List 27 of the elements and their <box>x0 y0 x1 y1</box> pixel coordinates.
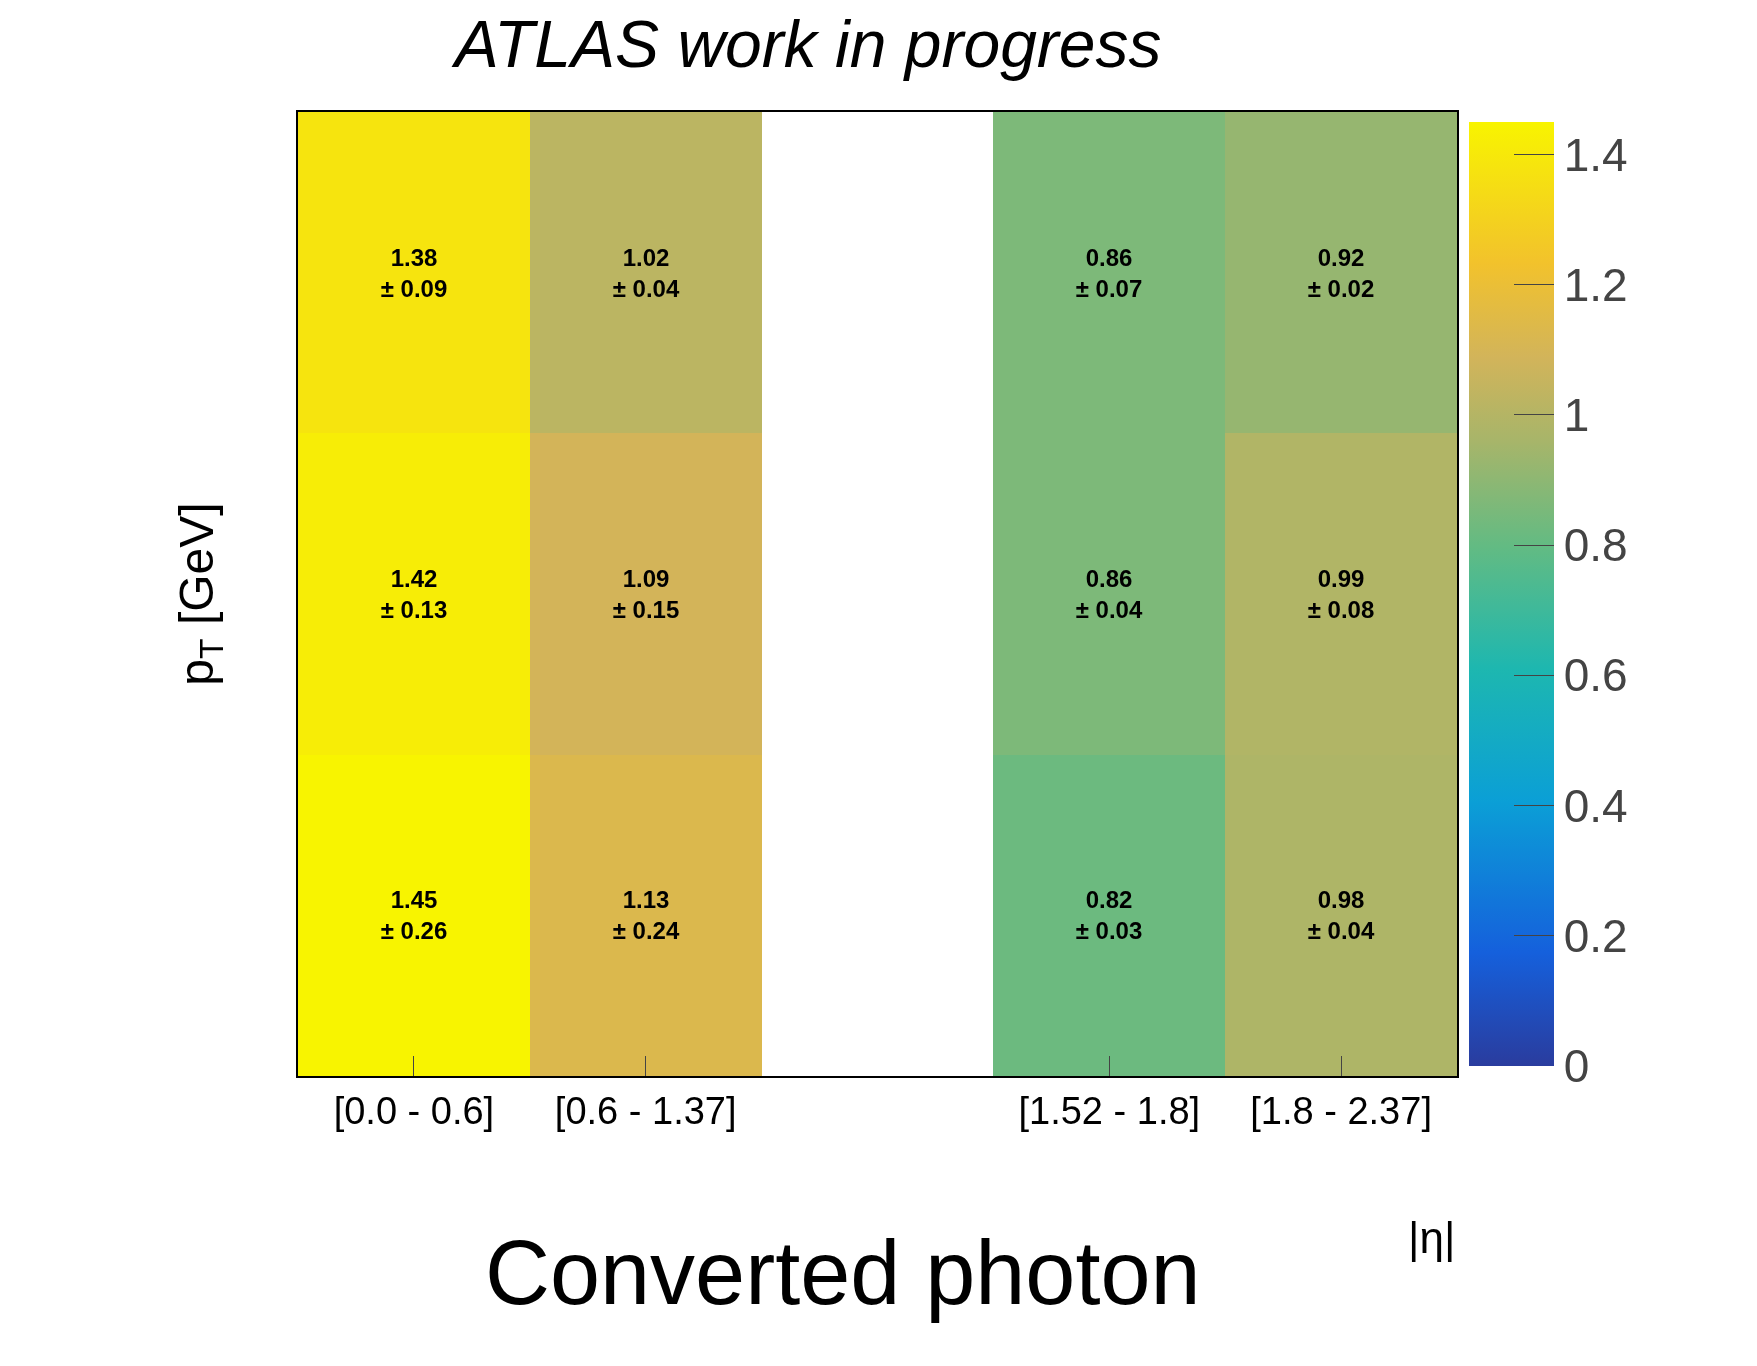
data-label: 1.45 ± 0.26 <box>380 885 448 944</box>
x-tick-label: [0.0 - 0.6] <box>333 1089 495 1132</box>
data-label: 1.02 ± 0.04 <box>612 243 680 302</box>
data-label: 1.13 ± 0.24 <box>612 885 680 944</box>
color-bar-label: 1.2 <box>1563 258 1628 311</box>
x-axis-title: |η| <box>1408 1213 1456 1262</box>
data-label: 0.99 ± 0.08 <box>1307 564 1375 623</box>
color-bar-label: 1 <box>1563 389 1590 442</box>
x-tick-label: [1.52 - 1.8] <box>1018 1089 1201 1132</box>
data-label: 1.38 ± 0.09 <box>380 243 448 302</box>
data-label: 1.42 ± 0.13 <box>380 564 448 623</box>
chart-title: ATLAS work in progress <box>450 6 1162 81</box>
data-label: 0.86 ± 0.07 <box>1075 243 1143 302</box>
color-bar-label: 0.6 <box>1563 649 1628 702</box>
x-tick-label: [1.8 - 2.37] <box>1250 1089 1432 1132</box>
color-bar-label: 0 <box>1563 1040 1590 1093</box>
x-tick-label: [0.6 - 1.37] <box>554 1089 737 1132</box>
data-label: 0.82 ± 0.03 <box>1075 885 1143 944</box>
data-label: 0.86 ± 0.04 <box>1075 564 1143 623</box>
data-label: 0.92 ± 0.02 <box>1307 243 1375 302</box>
text: Converted photon <box>485 1223 1201 1323</box>
data-label: 0.98 ± 0.04 <box>1307 885 1375 944</box>
color-bar-label: 0.8 <box>1563 519 1628 572</box>
color-bar-label: 0.4 <box>1563 779 1628 832</box>
color-bar-label: 0.2 <box>1563 909 1628 962</box>
color-bar-label: 1.4 <box>1563 128 1628 181</box>
data-label: 1.09 ± 0.15 <box>612 564 680 623</box>
